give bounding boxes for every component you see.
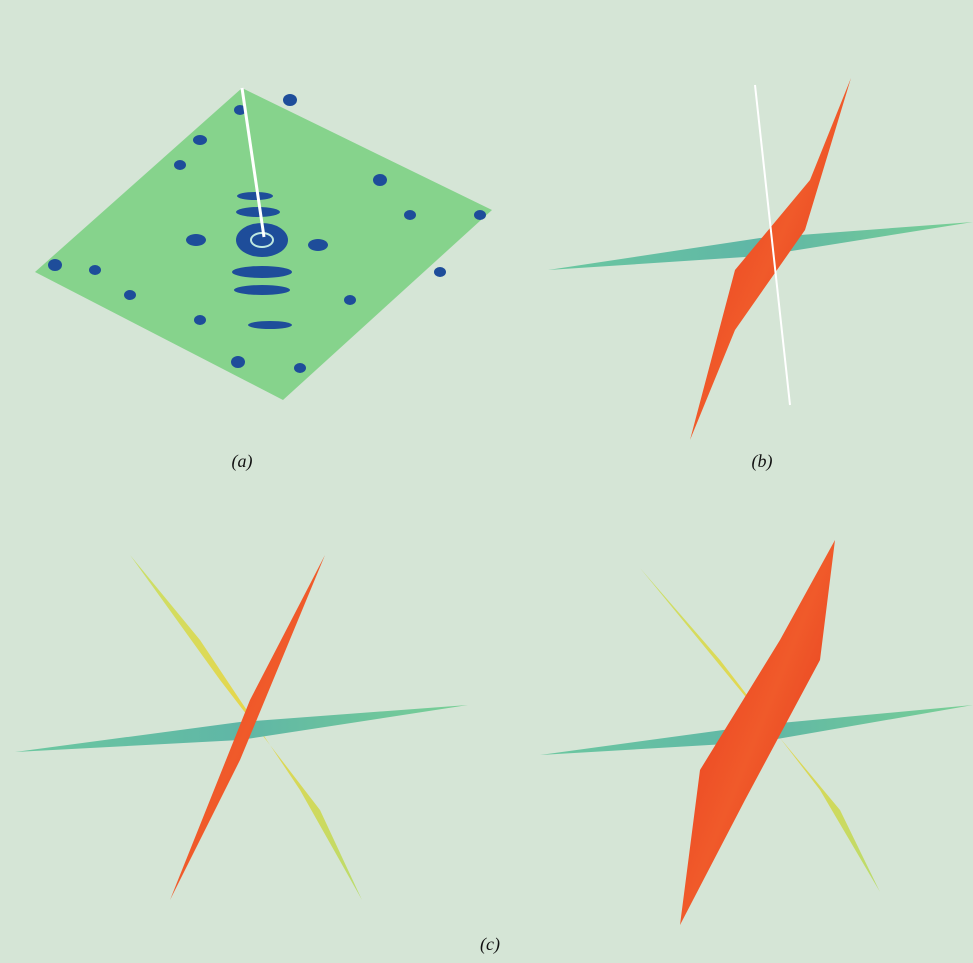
panel-label: (a) [232,451,253,472]
panel-c-right-planes [540,540,973,925]
figure: (a) (b) (c) [0,0,973,963]
panel-label: (b) [752,451,773,472]
page: (a) (b) (c) (() => { const data = JSON.p… [0,0,973,963]
panel-a-plane [35,88,492,400]
panel-b-planes [548,78,973,440]
panel-label: (c) [480,934,500,955]
panel-c-left-planes [15,555,468,900]
